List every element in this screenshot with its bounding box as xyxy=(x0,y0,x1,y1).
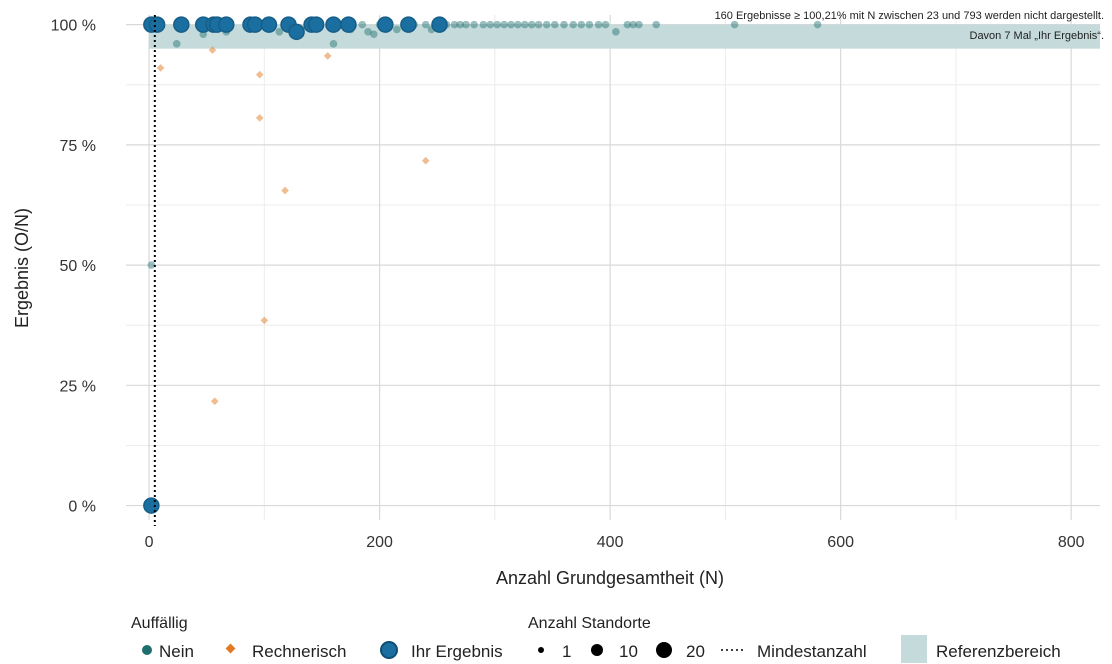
legend-size-1-key xyxy=(538,647,544,653)
legend-size-1-label: 1 xyxy=(562,642,571,661)
legend-referenzbereich-label: Referenzbereich xyxy=(936,642,1061,661)
rechnerisch-point xyxy=(255,70,264,79)
ihr-ergebnis-point xyxy=(148,16,166,33)
nein-point xyxy=(623,20,632,29)
annotation-line-1: 160 Ergebnisse ≥ 100,21% mit N zwischen … xyxy=(715,10,1104,22)
nein-point xyxy=(542,20,551,29)
rechnerisch-point xyxy=(156,64,165,72)
x-tick-label: 0 xyxy=(145,534,154,551)
legend-ihr-ergebnis-label: Ihr Ergebnis xyxy=(411,642,503,661)
nein-point xyxy=(493,20,501,29)
legend-nein-label: Nein xyxy=(159,642,194,661)
nein-point xyxy=(813,20,822,29)
nein-point xyxy=(629,20,637,29)
nein-point xyxy=(534,20,543,29)
legend-title-anzahl-standorte: Anzahl Standorte xyxy=(528,615,651,632)
nein-point xyxy=(601,20,610,29)
x-tick-label: 800 xyxy=(1058,534,1085,551)
ihr-ergebnis-point xyxy=(325,16,342,33)
ihr-ergebnis-point xyxy=(246,16,264,33)
legend-size-10-label: 10 xyxy=(619,642,638,661)
axes: 0 200 400 600 800 0 % 25 % 50 % 75 % 100 % xyxy=(51,18,1085,551)
ihr-ergebnis-point xyxy=(260,16,278,33)
nein-point xyxy=(500,20,508,29)
nein-point xyxy=(147,261,156,269)
rechnerisch-point xyxy=(421,156,430,165)
nein-point xyxy=(612,28,620,36)
x-tick-label: 400 xyxy=(597,534,624,551)
y-tick-label: 50 % xyxy=(60,258,96,275)
ihr-ergebnis-point xyxy=(173,16,190,33)
nein-point xyxy=(652,20,661,29)
y-tick-label: 25 % xyxy=(60,378,96,395)
rechnerisch-point xyxy=(281,186,289,195)
nein-point xyxy=(550,20,559,29)
plot-area xyxy=(126,15,1101,526)
nein-point xyxy=(275,28,284,36)
legend-mindestanzahl-label: Mindestanzahl xyxy=(757,642,867,661)
nein-point xyxy=(462,20,470,29)
ihr-ergebnis-point xyxy=(143,497,160,514)
nein-point xyxy=(730,20,739,29)
y-tick-label: 0 % xyxy=(68,499,96,516)
legend-size-20-label: 20 xyxy=(686,642,705,661)
nein-point xyxy=(569,20,578,29)
x-axis-title: Anzahl Grundgesamtheit (N) xyxy=(496,568,724,588)
legend: Auffällig Anzahl Standorte Nein Rechneri… xyxy=(131,615,1061,663)
annotation-line-2: Davon 7 Mal „Ihr Ergebnis“. xyxy=(970,30,1105,42)
nein-point xyxy=(560,20,568,29)
rechnerisch-point xyxy=(255,114,264,122)
x-tick-label: 200 xyxy=(366,534,393,551)
ihr-ergebnis-point xyxy=(218,16,235,33)
nein-point xyxy=(594,20,603,29)
ihr-ergebnis-point xyxy=(377,16,394,33)
nein-point xyxy=(370,30,378,39)
nein-point xyxy=(514,20,522,29)
nein-point xyxy=(577,20,586,29)
ihr-ergebnis-point xyxy=(288,23,305,41)
legend-ihr-ergebnis-key xyxy=(380,641,398,659)
nein-point xyxy=(470,20,478,29)
nein-point xyxy=(456,20,465,29)
rechnerisch-point xyxy=(210,397,219,406)
nein-point xyxy=(486,20,495,29)
nein-point xyxy=(527,20,536,29)
rechnerisch-point xyxy=(260,316,269,325)
y-tick-label: 100 % xyxy=(51,18,96,35)
legend-title-auffaellig: Auffällig xyxy=(131,615,188,632)
legend-referenzbereich-key xyxy=(901,635,927,663)
rechnerisch-point xyxy=(323,52,332,60)
nein-point xyxy=(421,20,430,29)
ihr-ergebnis-point xyxy=(431,16,448,33)
nein-point xyxy=(479,20,488,29)
nein-point xyxy=(358,20,367,29)
ihr-ergebnis-point xyxy=(340,16,357,33)
nein-point xyxy=(507,20,515,29)
legend-rechnerisch-key xyxy=(225,643,236,654)
nein-point xyxy=(450,20,459,29)
nein-point xyxy=(172,40,181,48)
legend-nein-key xyxy=(142,645,152,655)
legend-size-20-key xyxy=(656,642,672,658)
nein-point xyxy=(585,20,594,29)
nein-point xyxy=(635,20,643,29)
nein-point xyxy=(364,28,372,36)
nein-point xyxy=(393,25,401,34)
legend-rechnerisch-label: Rechnerisch xyxy=(252,642,347,661)
y-tick-label: 75 % xyxy=(60,138,96,155)
y-axis-title: Ergebnis (O/N) xyxy=(12,208,32,328)
legend-size-10-key xyxy=(591,644,603,656)
ihr-ergebnis-point xyxy=(307,16,325,33)
nein-point xyxy=(521,20,529,29)
ihr-ergebnis-point xyxy=(400,16,417,33)
x-tick-label: 600 xyxy=(827,534,854,551)
nein-point xyxy=(329,40,338,48)
